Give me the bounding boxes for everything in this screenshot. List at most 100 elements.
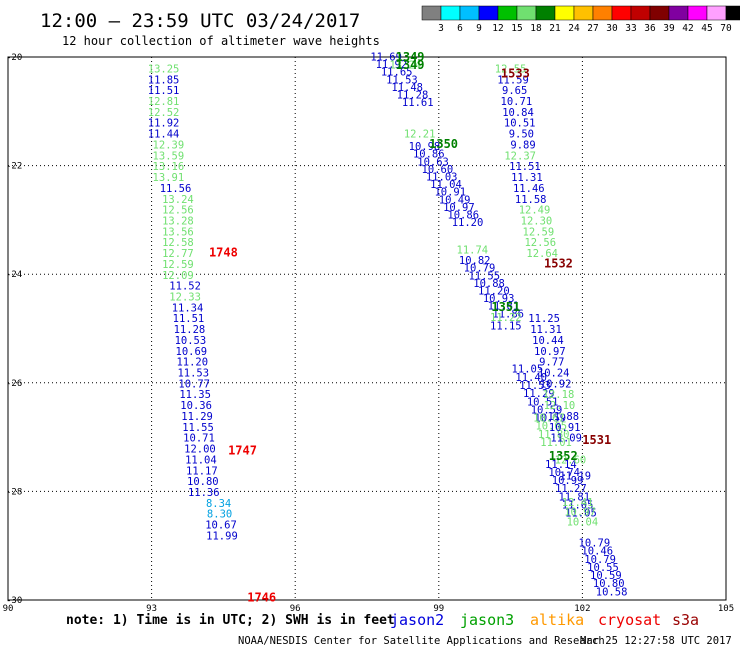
wave-height-label: 10.55 — [587, 562, 619, 574]
colorbar-tick: 21 — [549, 23, 561, 34]
wave-height-label: 11.69 — [370, 52, 402, 64]
wave-height-label: 12.60 — [555, 454, 587, 466]
satellite-legend-cryosat: cryosat — [598, 611, 661, 629]
colorbar-swatch — [421, 5, 442, 21]
colorbar-swatch — [516, 5, 537, 21]
wave-height-label: 10.67 — [205, 520, 237, 532]
colorbar-tick: 15 — [511, 23, 522, 34]
colorbar-tick: 30 — [606, 23, 618, 34]
wave-height-label: 11.88 — [547, 411, 579, 423]
wave-height-label: 12.33 — [169, 292, 201, 304]
wave-height-label: 11.99 — [206, 530, 238, 542]
wave-height-label: 11.04 — [430, 179, 462, 191]
y-tick-label: -26 — [6, 379, 22, 389]
time-label: 1349 — [396, 58, 425, 72]
wave-height-label: 11.58 — [515, 194, 547, 206]
colorbar-tick: 6 — [457, 23, 463, 34]
colorbar-swatch — [459, 5, 480, 21]
colorbar-tick: 18 — [530, 23, 542, 34]
colorbar-swatch — [497, 5, 518, 21]
time-label: 1351 — [491, 300, 520, 314]
wave-height-label: 12.49 — [519, 205, 551, 217]
wave-height-label: 11.65 — [381, 67, 413, 79]
wave-height-label: 13.56 — [162, 226, 194, 238]
wave-height-label: 12.21 — [404, 129, 436, 141]
wave-height-label: 9.89 — [510, 139, 535, 151]
wave-height-label: 13.28 — [162, 215, 194, 227]
wave-height-label: 11.27 — [555, 483, 587, 495]
wave-height-label: 8.34 — [206, 498, 231, 510]
wave-height-label: 11.81 — [558, 491, 590, 503]
wave-height-label: 12.56 — [524, 237, 556, 249]
wave-height-label: 11.51 — [509, 161, 541, 173]
wave-height-label: 11.81 — [488, 301, 520, 313]
wave-height-label: 11.14 — [545, 459, 577, 471]
wave-height-label: 11.40 — [515, 372, 547, 384]
satellite-legend: jason2 jason3 altika cryosat s3a — [390, 611, 699, 629]
plot-frame — [7, 56, 727, 601]
wave-height-label: 11.44 — [148, 129, 180, 141]
wave-height-label: 11.86 — [492, 308, 524, 320]
time-label: 1532 — [544, 256, 573, 270]
wave-height-label: 10.49 — [439, 194, 471, 206]
wave-height-label: 10.97 — [564, 507, 596, 519]
wave-height-label: 10.60 — [422, 164, 454, 176]
wave-height-label: 10.24 — [538, 368, 570, 380]
wave-height-label: 12.30 — [521, 215, 553, 227]
wave-height-label: 10.79 — [579, 537, 611, 549]
colorbar-tick: 36 — [644, 23, 656, 34]
wave-height-label: 12.59 — [162, 259, 194, 271]
wave-height-label: 12.00 — [184, 444, 216, 456]
colorbar-swatch — [725, 5, 740, 21]
colorbar-swatch — [535, 5, 556, 21]
wave-height-label: 10.80 — [593, 578, 625, 590]
wave-height-label: 10.74 — [548, 467, 580, 479]
colorbar-swatch — [478, 5, 499, 21]
colorbar-swatch — [668, 5, 689, 21]
wave-height-label: 11.22 — [490, 312, 522, 324]
colorbar-swatch — [706, 5, 727, 21]
wave-height-label: 10.93 — [483, 293, 515, 305]
time-label: 1531 — [582, 433, 611, 447]
colorbar-tick: 12 — [492, 23, 503, 34]
chart-subtitle: 12 hour collection of altimeter wave hei… — [62, 34, 380, 48]
wave-height-label: 10.36 — [180, 400, 212, 412]
wave-height-label: 11.05 — [562, 499, 594, 511]
wave-height-label: 11.55 — [468, 270, 500, 282]
wave-height-label: 10.53 — [175, 335, 207, 347]
colorbar-swatch — [440, 5, 461, 21]
colorbar-swatch — [630, 5, 651, 21]
wave-height-label: 11.31 — [511, 172, 543, 184]
footer-credit: NOAA/NESDIS Center for Satellite Applica… — [238, 635, 605, 647]
wave-height-label: 13.24 — [389, 60, 421, 72]
time-label: 1350 — [429, 137, 458, 151]
wave-height-label: 8.30 — [207, 509, 232, 521]
wave-height-label: 11.52 — [169, 281, 201, 293]
wave-height-label: 10.51 — [504, 118, 536, 130]
wave-height-label: 10.91 — [434, 187, 466, 199]
wave-height-label: 11.92 — [148, 118, 180, 130]
wave-height-label: 11.74 — [457, 244, 489, 256]
colorbar-swatch — [573, 5, 594, 21]
colorbar-tick: 45 — [701, 23, 712, 34]
wave-height-label: 12.81 — [148, 96, 180, 108]
wave-height-label: 12.18 — [543, 389, 575, 401]
wave-height-label: 10.59 — [531, 404, 563, 416]
wave-height-label: 10.59 — [590, 570, 622, 582]
colorbar-tick: 39 — [663, 23, 675, 34]
wave-height-label: 12.52 — [148, 107, 180, 119]
wave-height-label: 11.35 — [179, 389, 211, 401]
wave-height-label: 9.65 — [502, 85, 527, 97]
wave-height-label: 12.39 — [153, 139, 185, 151]
axes: 90 93 96 99 102 105 -20 -22 -24 -26 -28 -30 — [3, 53, 735, 614]
wave-height-label: 10.86 — [413, 149, 445, 161]
wave-height-label: 13.59 — [153, 150, 185, 162]
wave-height-label: 11.29 — [181, 411, 213, 423]
time-label: 1533 — [501, 66, 530, 80]
wave-height-label: 10.99 — [552, 475, 584, 487]
data-marks: 13.2511.8511.5112.8112.5211.9211.4412.39… — [148, 52, 628, 599]
wave-height-label: 10.69 — [176, 346, 208, 358]
wave-height-label: 13.25 — [148, 63, 180, 75]
wave-height-label: 12.59 — [523, 226, 555, 238]
wave-height-label: 10.63 — [417, 156, 449, 168]
